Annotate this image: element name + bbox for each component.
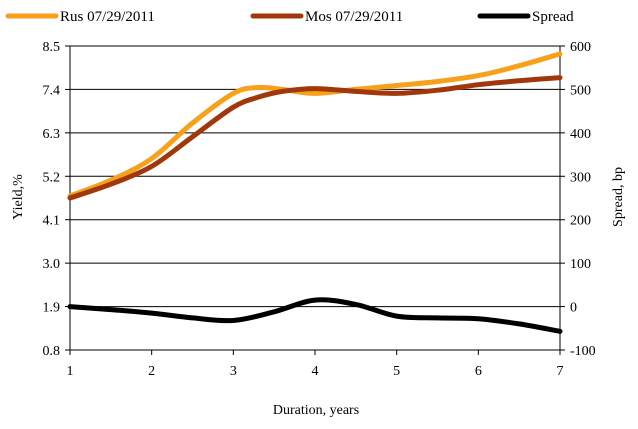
y-axis-title-right: Spread, bp <box>611 167 626 227</box>
legend-label-mos-07-29-2011: Mos 07/29/2011 <box>305 9 403 25</box>
y-right-tick-label: 0 <box>570 301 577 316</box>
y-right-tick-label: 400 <box>570 127 591 142</box>
y-right-tick-label: 300 <box>570 170 591 185</box>
x-tick-label: 2 <box>148 364 155 379</box>
legend-label-spread: Spread <box>532 9 574 25</box>
x-tick-label: 3 <box>230 364 237 379</box>
x-tick-label: 4 <box>312 364 319 379</box>
gridlines <box>70 88 560 308</box>
y-left-tick-label: 0.8 <box>43 344 61 359</box>
y-right-tick-label: 500 <box>570 83 591 98</box>
y-left-tick-label: 1.9 <box>43 301 61 316</box>
x-tick-label: 7 <box>557 364 564 379</box>
x-tick-label: 6 <box>475 364 482 379</box>
y-left-tick-label: 8.5 <box>43 40 61 55</box>
y-left-tick-label: 5.2 <box>43 170 61 185</box>
axes <box>65 45 565 355</box>
y-right-tick-label: 200 <box>570 214 591 229</box>
y-left-tick-label: 3.0 <box>43 257 61 272</box>
y-right-tick-label: 100 <box>570 257 591 272</box>
y-left-tick-label: 4.1 <box>43 214 61 229</box>
y-right-tick-label: 600 <box>570 40 591 55</box>
y-left-tick-label: 6.3 <box>43 127 61 142</box>
x-tick-label: 1 <box>67 364 74 379</box>
y-right-tick-label: -100 <box>570 344 596 359</box>
y-left-tick-label: 7.4 <box>43 83 61 98</box>
legend: Rus 07/29/2011 Mos 07/29/2011 Spread <box>5 9 574 25</box>
tick-labels: 8.5 7.4 6.3 5.2 4.1 3.0 1.9 0.8 600 500 400 300 200 1… <box>43 40 596 379</box>
series-line-rus-07-29-2011 <box>67 51 563 199</box>
y-axis-title-left: Yield,% <box>11 174 26 220</box>
series-layer <box>67 51 563 334</box>
series-line-mos-07-29-2011 <box>67 75 563 201</box>
x-tick-label: 5 <box>393 364 400 379</box>
legend-label-rus-07-29-2011: Rus 07/29/2011 <box>60 9 155 25</box>
series-line-spread <box>67 297 563 334</box>
x-axis-title: Duration, years <box>273 403 359 418</box>
